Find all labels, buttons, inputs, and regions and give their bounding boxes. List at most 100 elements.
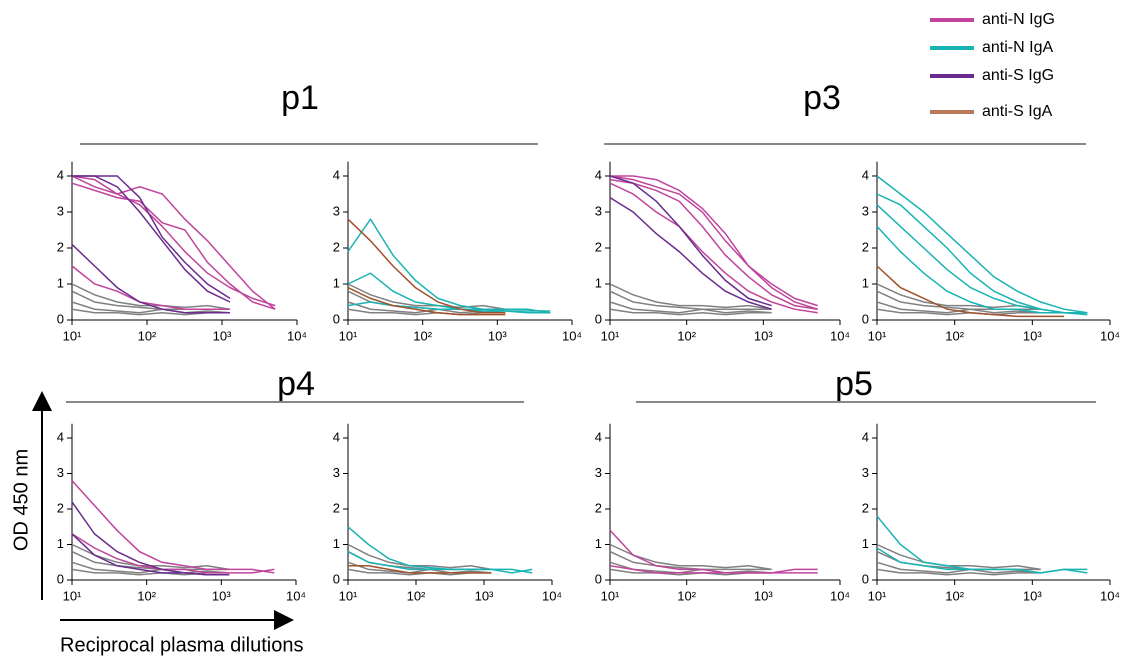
x-tick-label: 10² bbox=[677, 588, 696, 603]
series-line bbox=[72, 175, 231, 300]
x-tick-label: 10³ bbox=[1023, 588, 1042, 603]
x-tick-label: 10⁴ bbox=[287, 328, 307, 343]
group-title: p1 bbox=[281, 79, 319, 117]
series-line bbox=[71, 290, 230, 310]
series-line bbox=[609, 529, 818, 574]
legend-label: anti-N IgA bbox=[982, 39, 1053, 56]
y-tick-label: 3 bbox=[862, 465, 869, 480]
x-tick-label: 10⁴ bbox=[830, 328, 850, 343]
legend-label: anti-N IgG bbox=[982, 11, 1055, 28]
series-line bbox=[876, 543, 1041, 571]
series-line bbox=[347, 526, 533, 574]
x-tick-label: 10² bbox=[945, 588, 964, 603]
series-line bbox=[609, 565, 818, 574]
series-line bbox=[876, 308, 1041, 316]
x-tick-label: 10⁴ bbox=[1100, 588, 1120, 603]
series-line bbox=[609, 308, 772, 316]
x-tick-label: 10³ bbox=[213, 328, 232, 343]
y-tick-label: 0 bbox=[862, 311, 869, 326]
series-line bbox=[71, 182, 276, 310]
y-tick-label: 4 bbox=[862, 429, 869, 444]
series-line bbox=[347, 550, 533, 574]
series-line bbox=[876, 204, 1088, 314]
y-tick-label: 3 bbox=[57, 203, 64, 218]
y-tick-label: 1 bbox=[595, 275, 602, 290]
series-line bbox=[876, 515, 1088, 574]
x-axis-label: Reciprocal plasma dilutions bbox=[60, 634, 303, 656]
series-line bbox=[71, 533, 275, 574]
x-tick-label: 10² bbox=[137, 588, 156, 603]
x-tick-label: 10² bbox=[138, 328, 157, 343]
series-line bbox=[609, 196, 772, 310]
x-tick-label: 10² bbox=[945, 328, 964, 343]
series-line bbox=[609, 175, 818, 307]
y-tick-label: 1 bbox=[333, 275, 340, 290]
y-tick-label: 4 bbox=[862, 167, 869, 182]
legend-label: anti-S IgG bbox=[982, 67, 1054, 84]
series-line bbox=[876, 561, 1041, 574]
y-tick-label: 3 bbox=[595, 203, 602, 218]
series-line bbox=[609, 178, 818, 310]
series-line bbox=[609, 290, 772, 310]
x-tick-label: 10⁴ bbox=[830, 588, 850, 603]
y-tick-label: 4 bbox=[595, 429, 602, 444]
series-line bbox=[347, 218, 506, 314]
x-tick-label: 10⁴ bbox=[562, 328, 582, 343]
series-line bbox=[876, 568, 1041, 576]
x-tick-label: 10³ bbox=[754, 328, 773, 343]
series-line bbox=[609, 175, 772, 307]
y-tick-label: 2 bbox=[333, 500, 340, 515]
y-tick-label: 3 bbox=[333, 203, 340, 218]
y-tick-label: 3 bbox=[333, 465, 340, 480]
series-line bbox=[71, 265, 230, 310]
series-line bbox=[347, 308, 506, 316]
series-line bbox=[610, 175, 818, 310]
group-title: p4 bbox=[277, 365, 315, 403]
series-line bbox=[609, 182, 818, 314]
y-tick-label: 3 bbox=[862, 203, 869, 218]
y-axis-label: OD 450 nm bbox=[10, 449, 32, 551]
series-line bbox=[347, 286, 506, 316]
series-line bbox=[609, 561, 772, 574]
series-line bbox=[876, 175, 1088, 314]
series-line bbox=[347, 290, 506, 310]
series-line bbox=[876, 547, 1088, 574]
x-tick-label: 10³ bbox=[1023, 328, 1042, 343]
x-tick-label: 10² bbox=[413, 328, 432, 343]
series-line bbox=[876, 193, 1088, 314]
y-tick-label: 2 bbox=[862, 500, 869, 515]
series-line bbox=[347, 301, 551, 314]
y-tick-label: 3 bbox=[57, 465, 64, 480]
series-line bbox=[71, 480, 275, 574]
x-tick-label: 10⁴ bbox=[286, 588, 306, 603]
x-tick-label: 10¹ bbox=[63, 588, 82, 603]
y-tick-label: 4 bbox=[57, 167, 64, 182]
y-tick-label: 2 bbox=[57, 239, 64, 254]
y-tick-label: 2 bbox=[57, 500, 64, 515]
series-line bbox=[347, 272, 551, 314]
series-line bbox=[876, 290, 1041, 310]
x-tick-label: 10¹ bbox=[601, 588, 620, 603]
series-line bbox=[609, 301, 772, 314]
series-line bbox=[347, 543, 492, 571]
x-tick-label: 10² bbox=[677, 328, 696, 343]
x-tick-label: 10¹ bbox=[868, 588, 887, 603]
series-line bbox=[71, 243, 230, 314]
x-tick-label: 10¹ bbox=[339, 588, 358, 603]
series-line bbox=[609, 543, 772, 571]
x-tick-label: 10¹ bbox=[339, 328, 358, 343]
series-line bbox=[348, 565, 492, 574]
legend-label: anti-S IgA bbox=[982, 103, 1053, 120]
y-tick-label: 0 bbox=[57, 571, 64, 586]
series-line bbox=[347, 561, 492, 574]
x-tick-label: 10¹ bbox=[601, 328, 620, 343]
y-tick-label: 1 bbox=[333, 536, 340, 551]
y-tick-label: 0 bbox=[595, 571, 602, 586]
series-line bbox=[71, 550, 230, 571]
x-tick-label: 10¹ bbox=[63, 328, 82, 343]
series-line bbox=[71, 568, 230, 576]
y-tick-label: 1 bbox=[862, 536, 869, 551]
series-line bbox=[876, 550, 1041, 571]
y-tick-label: 0 bbox=[595, 311, 602, 326]
